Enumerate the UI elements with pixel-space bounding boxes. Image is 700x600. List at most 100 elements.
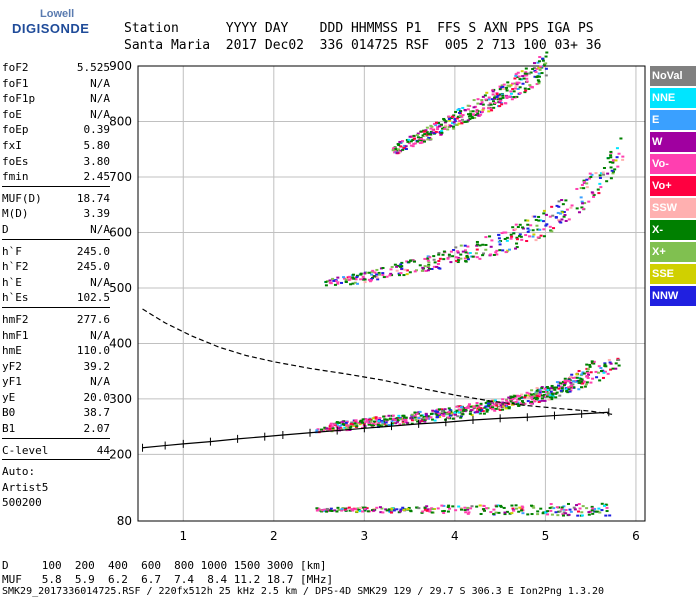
echo-point — [483, 406, 487, 409]
echo-point — [491, 406, 495, 409]
echo-point — [448, 507, 452, 510]
echo-point — [425, 505, 429, 508]
echo-point — [538, 390, 542, 393]
echo-point — [546, 510, 550, 513]
echo-point — [493, 97, 497, 100]
echo-point — [393, 263, 397, 266]
echo-point — [418, 421, 422, 424]
echo-point — [499, 101, 503, 104]
echo-point — [445, 413, 449, 416]
echo-point — [526, 219, 530, 222]
echo-point — [370, 270, 374, 273]
echo-point — [580, 514, 584, 517]
echo-point — [591, 377, 595, 380]
echo-point — [494, 407, 498, 410]
echo-point — [574, 380, 578, 383]
echo-point — [389, 509, 393, 512]
echo-point — [325, 507, 329, 510]
echo-point — [572, 506, 576, 509]
echo-point — [435, 408, 439, 411]
echo-point — [586, 376, 590, 379]
echo-point — [457, 111, 461, 114]
x-tick-label: 6 — [632, 529, 640, 543]
param-row: B0 38.7 — [2, 405, 110, 421]
echo-point — [549, 509, 553, 512]
echo-point — [512, 232, 516, 235]
param-label: h`Es — [2, 291, 29, 305]
echo-point — [440, 408, 444, 411]
echo-point — [491, 93, 495, 96]
echo-point — [459, 415, 463, 418]
echo-point — [371, 424, 375, 427]
echo-point — [367, 278, 371, 281]
echo-point — [514, 504, 518, 507]
echo-point — [589, 175, 593, 178]
echo-point — [423, 508, 427, 511]
echo-point — [352, 424, 356, 427]
echo-point — [515, 81, 519, 84]
echo-point — [430, 511, 434, 514]
echo-point — [534, 398, 538, 401]
echo-point — [546, 392, 550, 395]
echo-point — [438, 267, 442, 270]
echo-point — [527, 396, 531, 399]
echo-point — [459, 507, 463, 510]
echo-point — [475, 108, 479, 111]
echo-point — [537, 66, 541, 69]
echo-point — [512, 96, 516, 99]
echo-point — [335, 510, 339, 513]
echo-point — [473, 405, 477, 408]
echo-point — [598, 182, 602, 185]
echo-point — [541, 220, 545, 223]
echo-point — [501, 401, 505, 404]
echo-point — [540, 387, 544, 390]
echo-point — [611, 172, 615, 175]
echo-point — [518, 92, 522, 95]
echo-point — [509, 84, 513, 87]
echo-point — [387, 508, 391, 511]
echo-point — [496, 504, 500, 507]
echo-point — [559, 212, 563, 215]
echo-point — [519, 396, 523, 399]
echo-point — [373, 271, 377, 274]
echo-point — [591, 192, 595, 195]
echo-point — [408, 135, 412, 138]
echo-point — [500, 232, 504, 235]
echo-point — [399, 263, 403, 266]
echo-point — [502, 506, 506, 509]
echo-point — [538, 388, 542, 391]
echo-point — [493, 96, 497, 99]
echo-point — [561, 203, 565, 206]
echo-point — [614, 159, 618, 162]
echo-point — [537, 75, 541, 78]
echo-point — [558, 385, 562, 388]
echo-point — [350, 421, 354, 424]
param-label: B0 — [2, 406, 16, 420]
param-value: N/A — [90, 275, 110, 289]
echo-point — [398, 140, 402, 143]
echo-point — [481, 243, 485, 246]
x-tick-label: 1 — [179, 529, 187, 543]
echo-point — [412, 134, 416, 137]
echo-point — [607, 358, 611, 361]
echo-point — [493, 399, 497, 402]
echo-point — [418, 418, 422, 421]
echo-point — [461, 114, 465, 117]
echo-point — [352, 277, 356, 280]
echo-point — [425, 133, 429, 136]
echo-point — [367, 421, 371, 424]
echo-point — [427, 415, 431, 418]
echo-point — [478, 244, 482, 247]
echo-point — [498, 93, 502, 96]
echo-point — [573, 508, 577, 511]
echo-point — [315, 429, 319, 432]
echo-point — [355, 282, 359, 285]
echo-point — [579, 187, 583, 190]
echo-point — [517, 510, 521, 513]
echo-point — [548, 394, 552, 397]
echo-point — [381, 273, 385, 276]
echo-point — [498, 409, 502, 412]
echo-point — [361, 506, 365, 509]
param-row: hmF1 N/A — [2, 328, 110, 344]
echo-point — [609, 362, 613, 365]
